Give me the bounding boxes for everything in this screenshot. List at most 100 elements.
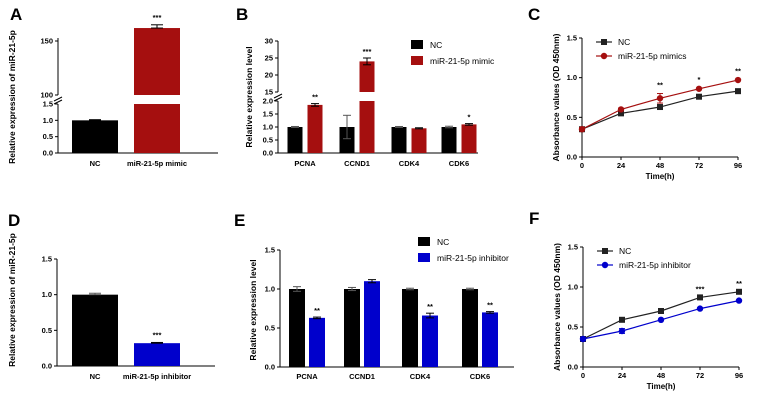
bar <box>287 127 303 153</box>
y-tick-label: 0.5 <box>42 326 52 335</box>
x-tick-label: 0 <box>580 161 584 170</box>
y-tick-label: 15 <box>265 88 273 97</box>
category-label: CDK6 <box>470 372 490 381</box>
y-tick-label: 150 <box>40 37 53 46</box>
panel-label-f: F <box>529 209 539 228</box>
bar <box>72 120 118 153</box>
y-tick-label: 100 <box>40 91 53 100</box>
bar <box>461 124 477 153</box>
y-tick-label: 0.5 <box>263 136 273 145</box>
x-tick-label: 72 <box>696 371 704 380</box>
data-point <box>658 308 664 314</box>
y-tick-label: 1.5 <box>42 255 52 264</box>
y-axis-title: Absorbance values (OD 450nm) <box>552 243 562 371</box>
category-label: CDK4 <box>410 372 431 381</box>
data-point <box>618 110 624 117</box>
category-label: PCNA <box>294 159 316 168</box>
panel-e: E 0.0 0.5 1.0 1.5 Relative expression level **… <box>234 211 514 381</box>
bar-lower-segment <box>359 101 375 153</box>
bar <box>482 312 498 367</box>
y-tick-label: 0.0 <box>265 363 275 372</box>
bar <box>411 128 427 153</box>
x-tick-label: 24 <box>618 371 627 380</box>
legend-marker <box>601 39 607 45</box>
data-point <box>695 85 703 92</box>
category-label: CDK4 <box>399 159 420 168</box>
bar <box>344 289 360 367</box>
x-axis-title: Time(h) <box>647 382 676 391</box>
category-label: miR-21-5p inhibitor <box>123 372 191 381</box>
bar <box>72 294 118 366</box>
x-tick-label: 48 <box>657 371 665 380</box>
y-tick-label: 1.5 <box>568 243 578 252</box>
y-tick-label: 0.0 <box>567 153 577 162</box>
y-tick-label: 1.5 <box>567 34 577 43</box>
significance-mark: ** <box>487 301 493 310</box>
data-point <box>617 106 625 113</box>
y-tick-label: 1.0 <box>265 285 275 294</box>
significance-mark: * <box>468 113 471 122</box>
category-label: CDK6 <box>449 159 469 168</box>
significance-mark: *** <box>363 47 372 56</box>
y-tick-label: 25 <box>265 54 273 63</box>
data-point <box>579 335 587 343</box>
axis-break-b <box>53 99 63 105</box>
series-line <box>582 291 740 340</box>
y-tick-label: 0.0 <box>263 149 273 158</box>
bar <box>309 317 325 367</box>
category-label: NC <box>90 372 101 381</box>
data-point <box>697 294 703 301</box>
y-tick-label: 1.5 <box>265 246 275 255</box>
y-tick-label: 2.0 <box>263 97 273 106</box>
y-axis-title: Relative expression of miR-21-5p <box>7 30 17 164</box>
y-tick-label: 30 <box>265 37 273 46</box>
y-tick-label: 1.0 <box>43 116 53 125</box>
category-label: NC <box>90 159 101 168</box>
data-point <box>696 93 702 100</box>
data-point <box>735 88 741 95</box>
legend-label: NC <box>618 37 630 47</box>
legend-marker <box>601 261 609 269</box>
category-label: CCND1 <box>344 159 370 168</box>
y-tick-label: 0.0 <box>42 362 52 371</box>
panel-f: F 0.0 0.5 1.0 1.5 0 24 48 72 96 Time(h) Absorbance … <box>529 209 743 391</box>
bar <box>307 104 323 153</box>
bar-lower-segment <box>134 104 180 153</box>
legend-label: NC <box>437 237 449 247</box>
axis-break-a <box>53 96 63 102</box>
category-label: PCNA <box>296 372 318 381</box>
legend-marker <box>600 52 608 60</box>
legend-label: miR-21-5p mimics <box>618 51 686 61</box>
y-tick-label: 1.0 <box>263 123 273 132</box>
y-axis-title: Absorbance values (OD 450nm) <box>551 33 561 161</box>
bar <box>391 127 407 153</box>
data-point <box>657 104 663 111</box>
y-tick-label: 1.0 <box>568 283 578 292</box>
panel-d: D 0.0 0.5 1.0 1.5 Relative expression of miR-… <box>7 211 215 381</box>
x-tick-label: 24 <box>617 161 626 170</box>
data-point <box>734 76 742 84</box>
bar <box>289 289 305 367</box>
bar-upper-segment <box>359 61 375 92</box>
y-tick-label: 1.5 <box>43 100 53 109</box>
significance-mark: *** <box>696 285 705 294</box>
x-tick-label: 72 <box>695 161 703 170</box>
panel-label-c: C <box>528 5 540 24</box>
significance-mark: ** <box>736 279 742 288</box>
data-point <box>735 297 743 304</box>
significance-mark: * <box>698 75 701 84</box>
y-tick-label: 0.5 <box>568 323 578 332</box>
bar <box>441 127 457 153</box>
x-tick-label: 48 <box>656 161 664 170</box>
significance-mark: ** <box>427 302 433 311</box>
panel-label-d: D <box>8 211 20 230</box>
data-point <box>696 305 704 312</box>
y-tick-label: 0.0 <box>568 363 578 372</box>
y-axis-title: Relative expression level <box>244 46 254 147</box>
legend-label: miR-21-5p mimic <box>430 56 495 66</box>
y-axis-title: Relative expression of miR-21-5p <box>7 233 17 367</box>
legend-swatch <box>418 237 430 246</box>
panel-label-e: E <box>234 211 245 230</box>
y-tick-label: 1.0 <box>42 290 52 299</box>
